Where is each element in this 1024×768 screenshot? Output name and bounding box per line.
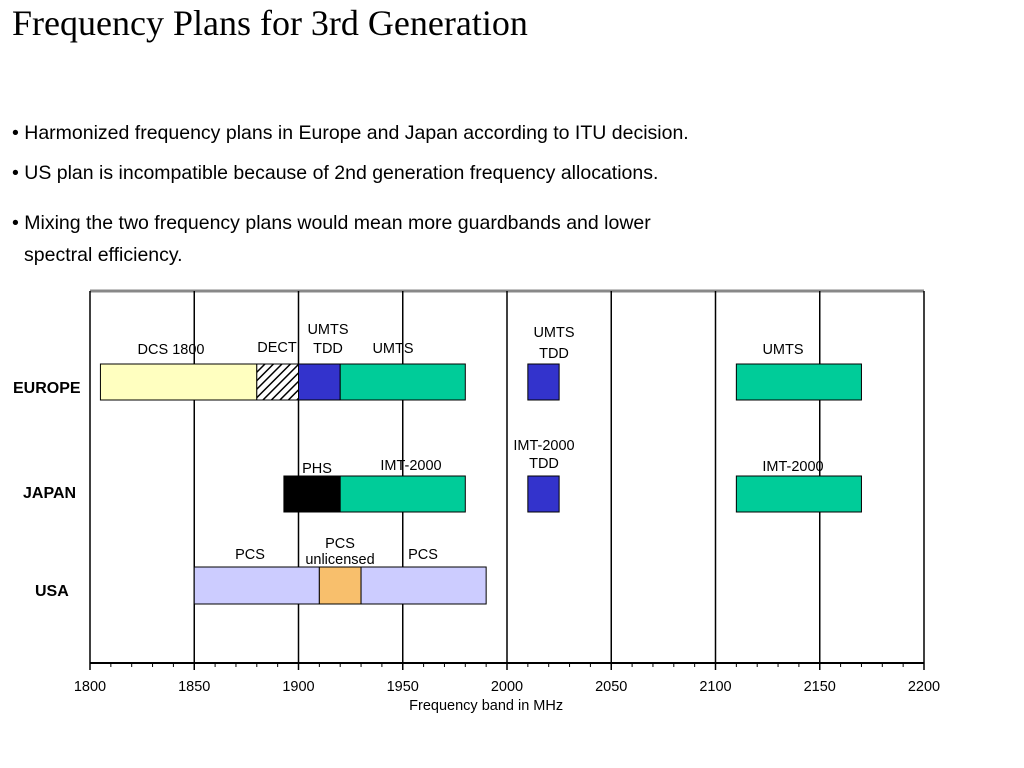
band-europe-umts-tdd-2 [298,363,341,401]
band-europe-umts-tdd-4 [527,363,560,401]
x-axis-title: Frequency band in MHz [409,698,563,714]
band-label-imt-2000-tdd-8-line1: IMT-2000 [513,438,574,454]
x-tick-label-1900: 1900 [282,679,314,695]
band-europe-umts-3 [339,363,466,401]
row-label-europe: EUROPE [13,380,81,397]
x-tick-label-2050: 2050 [595,679,627,695]
band-label-umts-tdd-2-line1: UMTS [307,322,348,338]
band-label-imt-2000-7: IMT-2000 [380,458,441,474]
band-label-dcs-1800-0: DCS 1800 [138,342,205,358]
band-europe-dcs-1800-0 [99,363,258,401]
row-label-japan: JAPAN [23,485,76,502]
x-tick-label-2150: 2150 [804,679,836,695]
x-tick-label-2200: 2200 [908,679,940,695]
band-europe-dect-1 [256,363,299,401]
x-tick-label-1800: 1800 [74,679,106,695]
x-tick-label-1950: 1950 [387,679,419,695]
band-label-umts-tdd-2-line2: TDD [313,341,343,357]
bullet-harmonized: • Harmonized frequency plans in Europe a… [12,122,689,144]
band-label-pcs-10: PCS [235,547,265,563]
bullet-us-incompatible: • US plan is incompatible because of 2nd… [12,162,659,184]
band-japan-imt-2000-7 [339,475,466,513]
x-tick-label-1850: 1850 [178,679,210,695]
band-japan-imt-2000-tdd-8 [527,475,560,513]
band-usa-pcs-10 [193,566,320,605]
x-tick-label-2000: 2000 [491,679,523,695]
bullet-mixing-line2: spectral efficiency. [24,244,183,266]
band-label-pcs-unlicensed-11-line1: PCS [325,536,355,552]
band-usa-pcs-12 [360,566,487,605]
band-label-pcs-12: PCS [408,547,438,563]
band-japan-phs-6 [283,475,341,513]
band-label-umts-5: UMTS [762,342,803,358]
bullet-mixing-line1: • Mixing the two frequency plans would m… [12,212,651,234]
band-usa-pcs-unlicensed-11 [318,566,362,605]
x-tick-label-2100: 2100 [699,679,731,695]
row-label-usa: USA [35,583,69,600]
band-label-umts-3: UMTS [372,341,413,357]
band-japan-imt-2000-9 [735,475,862,513]
band-label-umts-tdd-4-line2: TDD [539,346,569,362]
slide-title: Frequency Plans for 3rd Generation [12,3,528,43]
band-europe-umts-5 [735,363,862,401]
band-label-imt-2000-tdd-8-line2: TDD [529,456,559,472]
band-label-dect-1: DECT [257,340,297,356]
band-label-umts-tdd-4-line1: UMTS [533,325,574,341]
band-label-phs-6: PHS [302,461,332,477]
band-label-pcs-unlicensed-11-line2: unlicensed [305,552,374,568]
bullet-mixing-plans: • Mixing the two frequency plans would m… [12,207,992,271]
band-label-imt-2000-9: IMT-2000 [762,459,823,475]
bullet-list: • Harmonized frequency plans in Europe a… [12,117,992,271]
